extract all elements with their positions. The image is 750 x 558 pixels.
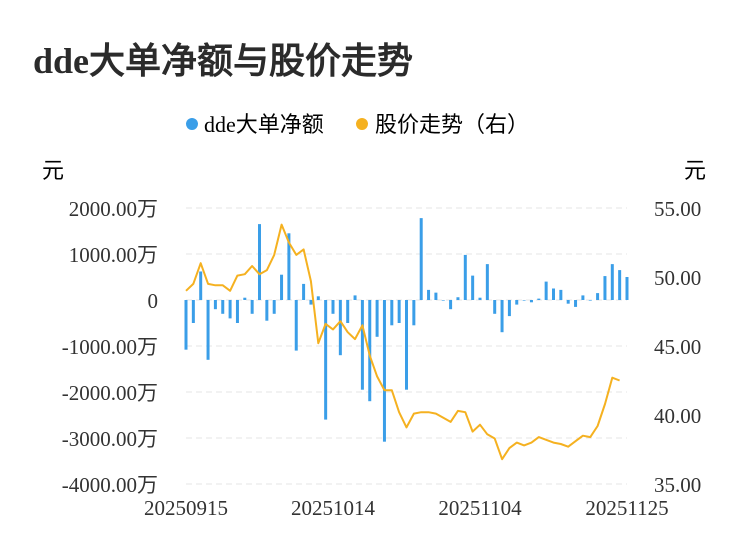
dde-bar bbox=[265, 300, 269, 321]
x-tick-label: 20250915 bbox=[144, 496, 228, 520]
dde-bar bbox=[287, 233, 291, 300]
right-tick-label: 55.00 bbox=[654, 197, 701, 221]
dde-bar bbox=[522, 300, 526, 301]
dde-bar bbox=[302, 283, 306, 300]
left-tick-label: -4000.00万 bbox=[62, 473, 158, 497]
dde-bars bbox=[184, 218, 629, 442]
dde-bar bbox=[493, 300, 497, 314]
dde-bar bbox=[206, 300, 210, 360]
dde-bar bbox=[390, 300, 394, 326]
dde-bar bbox=[507, 300, 511, 317]
dde-bar bbox=[434, 292, 438, 300]
left-tick-label: 0 bbox=[148, 289, 159, 313]
legend-marker-dde bbox=[186, 118, 198, 130]
dde-bar bbox=[368, 300, 372, 402]
right-tick-label: 50.00 bbox=[654, 266, 701, 290]
dde-bar bbox=[250, 300, 254, 314]
dde-bar bbox=[324, 300, 328, 420]
dde-bar bbox=[427, 289, 431, 300]
dde-bar bbox=[382, 300, 386, 442]
dde-bar bbox=[449, 300, 453, 310]
dde-bar bbox=[529, 300, 533, 303]
dde-bar bbox=[478, 297, 482, 300]
dde-bar bbox=[235, 300, 239, 323]
legend-marker-price bbox=[356, 118, 368, 130]
left-tick-label: -3000.00万 bbox=[62, 427, 158, 451]
x-tick-label: 20251104 bbox=[438, 496, 522, 520]
right-axis-unit: 元 bbox=[684, 158, 706, 183]
dde-bar bbox=[537, 298, 541, 300]
right-tick-label: 35.00 bbox=[654, 473, 701, 497]
left-tick-label: -1000.00万 bbox=[62, 335, 158, 359]
legend-label-price: 股价走势（右） bbox=[375, 112, 529, 137]
dde-bar bbox=[596, 293, 600, 300]
dde-bar bbox=[544, 281, 548, 300]
dde-bar bbox=[221, 300, 225, 314]
dde-bar bbox=[581, 295, 585, 300]
dde-bar bbox=[405, 300, 408, 390]
dde-bar bbox=[338, 300, 342, 356]
dde-bar bbox=[574, 300, 578, 307]
x-tick-label: 20251125 bbox=[585, 496, 668, 520]
x-tick-label: 20251014 bbox=[291, 496, 376, 520]
dde-bar bbox=[559, 289, 563, 300]
legend: dde大单净额 股价走势（右） bbox=[186, 112, 529, 137]
dde-bar bbox=[441, 300, 445, 301]
dde-bar bbox=[618, 270, 622, 300]
dde-bar bbox=[471, 275, 475, 300]
dde-bar bbox=[360, 300, 364, 390]
dde-bar bbox=[331, 300, 335, 314]
dde-bar bbox=[243, 297, 247, 300]
right-axis-ticks: 55.00 50.00 45.00 40.00 35.00 bbox=[654, 197, 701, 497]
dde-bar bbox=[412, 300, 416, 326]
dde-bar bbox=[588, 300, 592, 301]
left-tick-label: 1000.00万 bbox=[69, 243, 158, 267]
dde-bar bbox=[375, 300, 379, 337]
x-axis-ticks: 20250915 20251014 20251104 20251125 bbox=[144, 496, 669, 520]
chart-title: dde大单净额与股价走势 bbox=[33, 41, 414, 81]
dde-bar bbox=[199, 271, 203, 300]
right-tick-label: 45.00 bbox=[654, 335, 701, 359]
dde-bar bbox=[258, 224, 261, 300]
dde-bar bbox=[566, 300, 570, 304]
dde-bar bbox=[346, 300, 350, 323]
left-tick-label: 2000.00万 bbox=[69, 197, 158, 221]
dde-bar bbox=[213, 300, 217, 310]
legend-label-dde: dde大单净额 bbox=[204, 112, 324, 137]
price-line bbox=[185, 223, 620, 461]
left-axis-unit: 元 bbox=[42, 158, 64, 183]
dde-bar bbox=[397, 300, 401, 323]
dde-bar bbox=[280, 274, 284, 300]
dde-bar bbox=[184, 300, 188, 350]
dde-bar bbox=[603, 276, 607, 300]
left-axis-ticks: 2000.00万 1000.00万 0 -1000.00万 -2000.00万 -3000… bbox=[62, 197, 158, 497]
dde-bar bbox=[294, 300, 298, 351]
dde-bar bbox=[610, 264, 614, 300]
dde-bar bbox=[316, 296, 320, 300]
dde-bar bbox=[625, 277, 629, 300]
dde-bar bbox=[272, 300, 276, 314]
dde-bar bbox=[309, 300, 313, 305]
dde-bar bbox=[191, 300, 195, 323]
right-tick-label: 40.00 bbox=[654, 404, 701, 428]
dde-bar bbox=[228, 300, 232, 319]
dde-bar bbox=[500, 300, 504, 333]
price-line-group bbox=[185, 223, 620, 461]
dde-bar bbox=[515, 300, 519, 305]
dde-bar bbox=[456, 297, 460, 300]
dde-bar bbox=[485, 264, 489, 300]
left-tick-label: -2000.00万 bbox=[62, 381, 158, 405]
dde-bar bbox=[353, 295, 357, 300]
dde-bar bbox=[552, 288, 555, 300]
dde-bar bbox=[463, 254, 467, 300]
dde-bar bbox=[419, 218, 423, 300]
